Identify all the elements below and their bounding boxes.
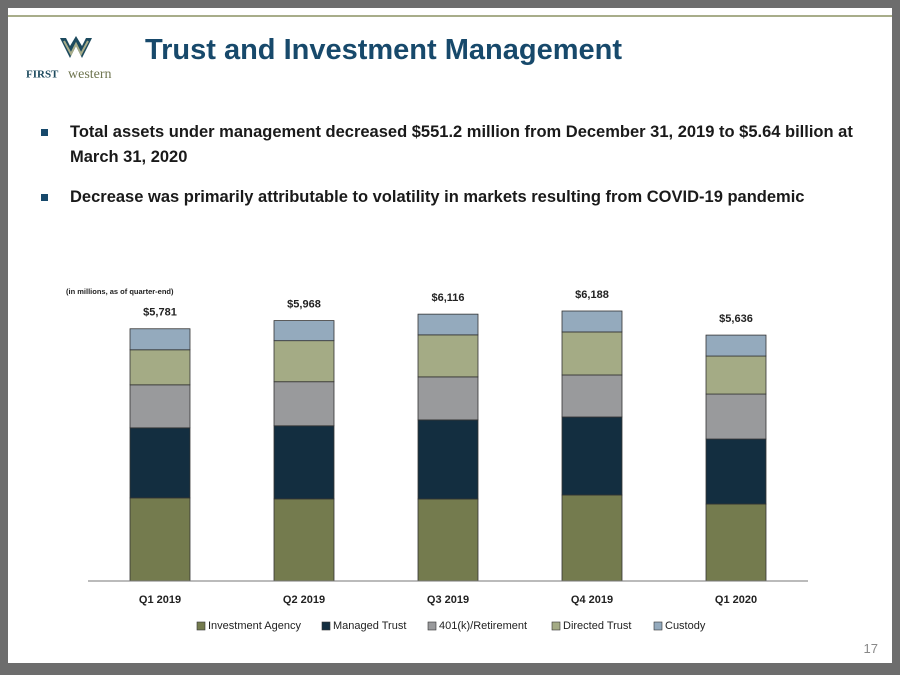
x-tick-label: Q4 2019 [571, 594, 613, 606]
legend-label: 401(k)/Retirement [439, 620, 527, 632]
logo-western: western [68, 67, 112, 82]
bar-segment [417, 498, 479, 582]
bullet-marker [41, 194, 48, 201]
bar-segment [417, 313, 479, 336]
total-label: $6,116 [431, 292, 464, 304]
legend-swatch [321, 621, 331, 631]
slide-body: FIRST western Trust and Investment Manag… [8, 8, 892, 663]
bar-segment [129, 349, 191, 386]
x-tick-label: Q2 2019 [283, 594, 325, 606]
legend-swatch [427, 621, 437, 631]
bar-segment [273, 498, 335, 582]
bar-segment [417, 419, 479, 500]
bar-segment [561, 494, 623, 582]
legend-swatch [551, 621, 561, 631]
bar-segment [273, 381, 335, 427]
bar-segment [705, 438, 767, 505]
chart: (in millions, as of quarter-end) $5,781 Q… [66, 287, 808, 632]
bar-segment [705, 355, 767, 395]
bar-segment [417, 376, 479, 421]
bar-segment [129, 328, 191, 351]
legend-label: Managed Trust [333, 620, 406, 632]
bullet-marker [41, 129, 48, 136]
total-label: $6,188 [575, 289, 609, 301]
bullet-text: Total assets under management decreased … [70, 123, 853, 166]
slide-title: Trust and Investment Management [145, 34, 622, 66]
legend-swatch [196, 621, 206, 631]
bullet-text: Decrease was primarily attributable to v… [70, 188, 805, 206]
bar-segment [273, 425, 335, 500]
bar-segment [129, 427, 191, 499]
legend-label: Directed Trust [563, 620, 631, 632]
total-label: $5,636 [719, 313, 753, 325]
bar-segment [561, 331, 623, 376]
top-rule [8, 15, 892, 17]
bar-segment [705, 334, 767, 357]
x-tick-label: Q1 2019 [139, 594, 181, 606]
logo: FIRST western [26, 36, 112, 82]
bar-segment [129, 384, 191, 429]
total-label: $5,781 [143, 307, 177, 319]
chart-note: (in millions, as of quarter-end) [66, 287, 174, 296]
bar-segment [561, 310, 623, 333]
legend-label: Custody [665, 620, 706, 632]
bar-segment [273, 320, 335, 342]
legend-label: Investment Agency [208, 620, 301, 632]
bar-segment [561, 416, 623, 496]
page-number: 17 [863, 641, 878, 656]
bar-segment [705, 503, 767, 582]
legend-swatch [653, 621, 663, 631]
bar-segment [417, 334, 479, 378]
total-label: $5,968 [287, 299, 321, 311]
bar-segment [561, 374, 623, 418]
x-tick-label: Q3 2019 [427, 594, 469, 606]
bar-segment [273, 340, 335, 383]
bar-segment [129, 497, 191, 582]
bar-segment [705, 393, 767, 440]
x-tick-label: Q1 2020 [715, 594, 757, 606]
logo-first: FIRST [26, 69, 59, 81]
